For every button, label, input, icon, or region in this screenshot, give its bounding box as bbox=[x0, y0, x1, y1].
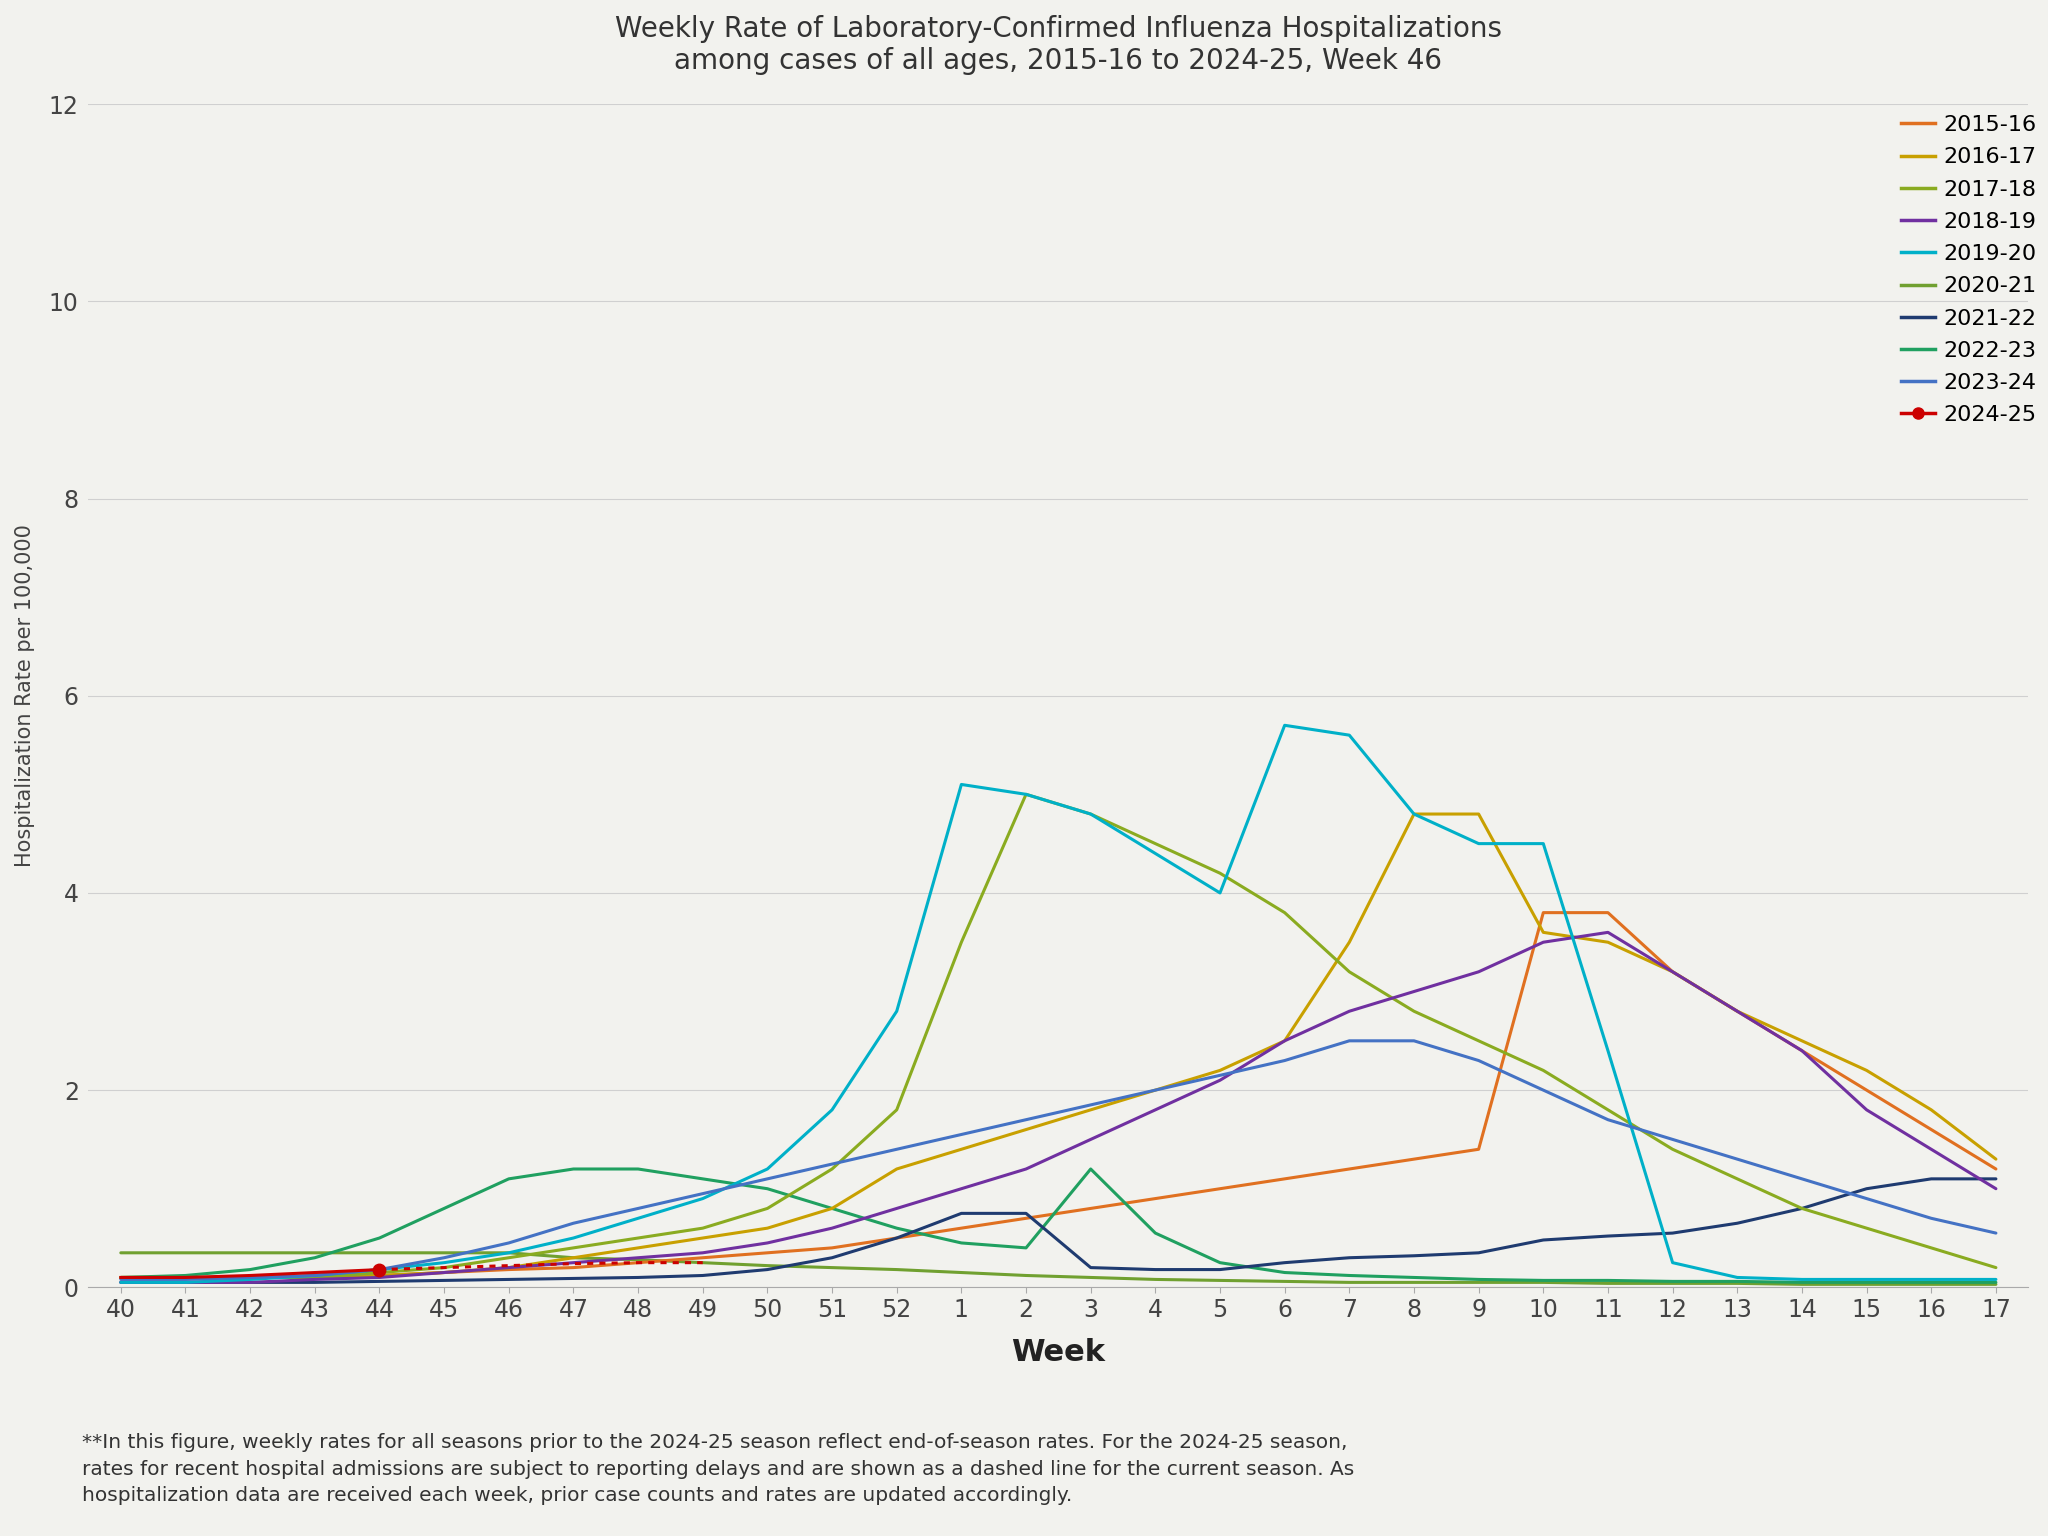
Text: **In this figure, weekly rates for all seasons prior to the 2024-25 season refle: **In this figure, weekly rates for all s… bbox=[82, 1433, 1354, 1505]
Title: Weekly Rate of Laboratory-Confirmed Influenza Hospitalizations
among cases of al: Weekly Rate of Laboratory-Confirmed Infl… bbox=[614, 15, 1501, 75]
X-axis label: Week: Week bbox=[1012, 1338, 1106, 1367]
Legend: 2015-16, 2016-17, 2017-18, 2018-19, 2019-20, 2020-21, 2021-22, 2022-23, 2023-24,: 2015-16, 2016-17, 2017-18, 2018-19, 2019… bbox=[1901, 115, 2036, 425]
Y-axis label: Hospitalization Rate per 100,000: Hospitalization Rate per 100,000 bbox=[14, 524, 35, 868]
